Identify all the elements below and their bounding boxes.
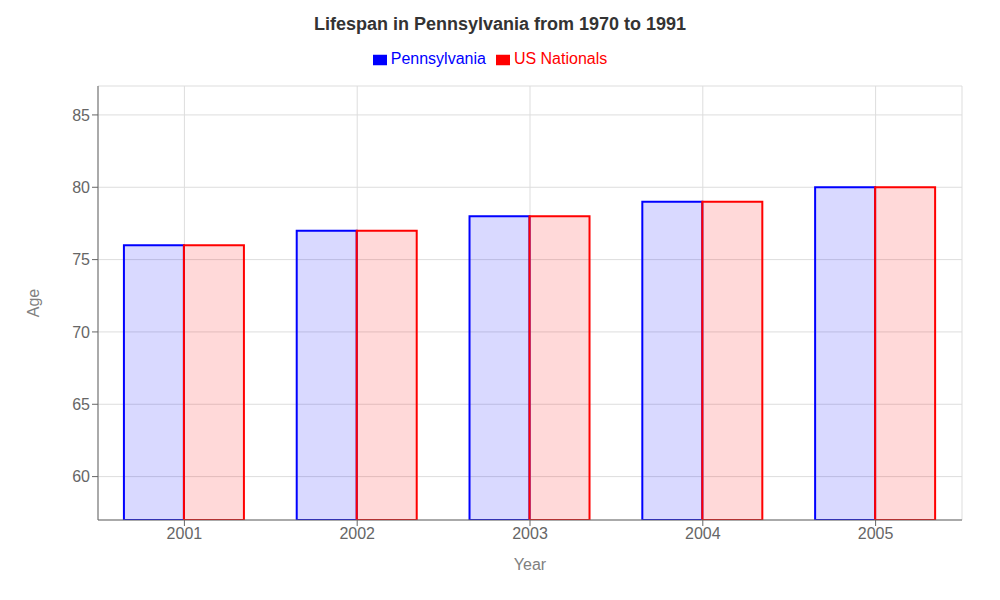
svg-text:60: 60 bbox=[72, 468, 90, 485]
svg-text:2001: 2001 bbox=[167, 525, 203, 542]
html-text:Lifespan in Pennsylvania from: Lifespan in Pennsylvania from 1970 to 19… bbox=[313, 14, 687, 34]
svg-text:Age: Age bbox=[25, 289, 42, 318]
svg-text:65: 65 bbox=[72, 396, 90, 413]
svg-text:85: 85 bbox=[72, 107, 90, 124]
html-text:Pennsylvania: Pennsylvania bbox=[390, 50, 486, 67]
svg-text:2003: 2003 bbox=[512, 525, 548, 542]
svg-text:75: 75 bbox=[72, 251, 90, 268]
html-text:US Nationals: US Nationals bbox=[513, 50, 608, 67]
svg-text:70: 70 bbox=[72, 324, 90, 341]
svg-text:Year: Year bbox=[514, 556, 547, 573]
svg-text:2005: 2005 bbox=[858, 525, 894, 542]
svg-text:2004: 2004 bbox=[685, 525, 721, 542]
svg-text:80: 80 bbox=[72, 179, 90, 196]
svg-text:2002: 2002 bbox=[339, 525, 375, 542]
